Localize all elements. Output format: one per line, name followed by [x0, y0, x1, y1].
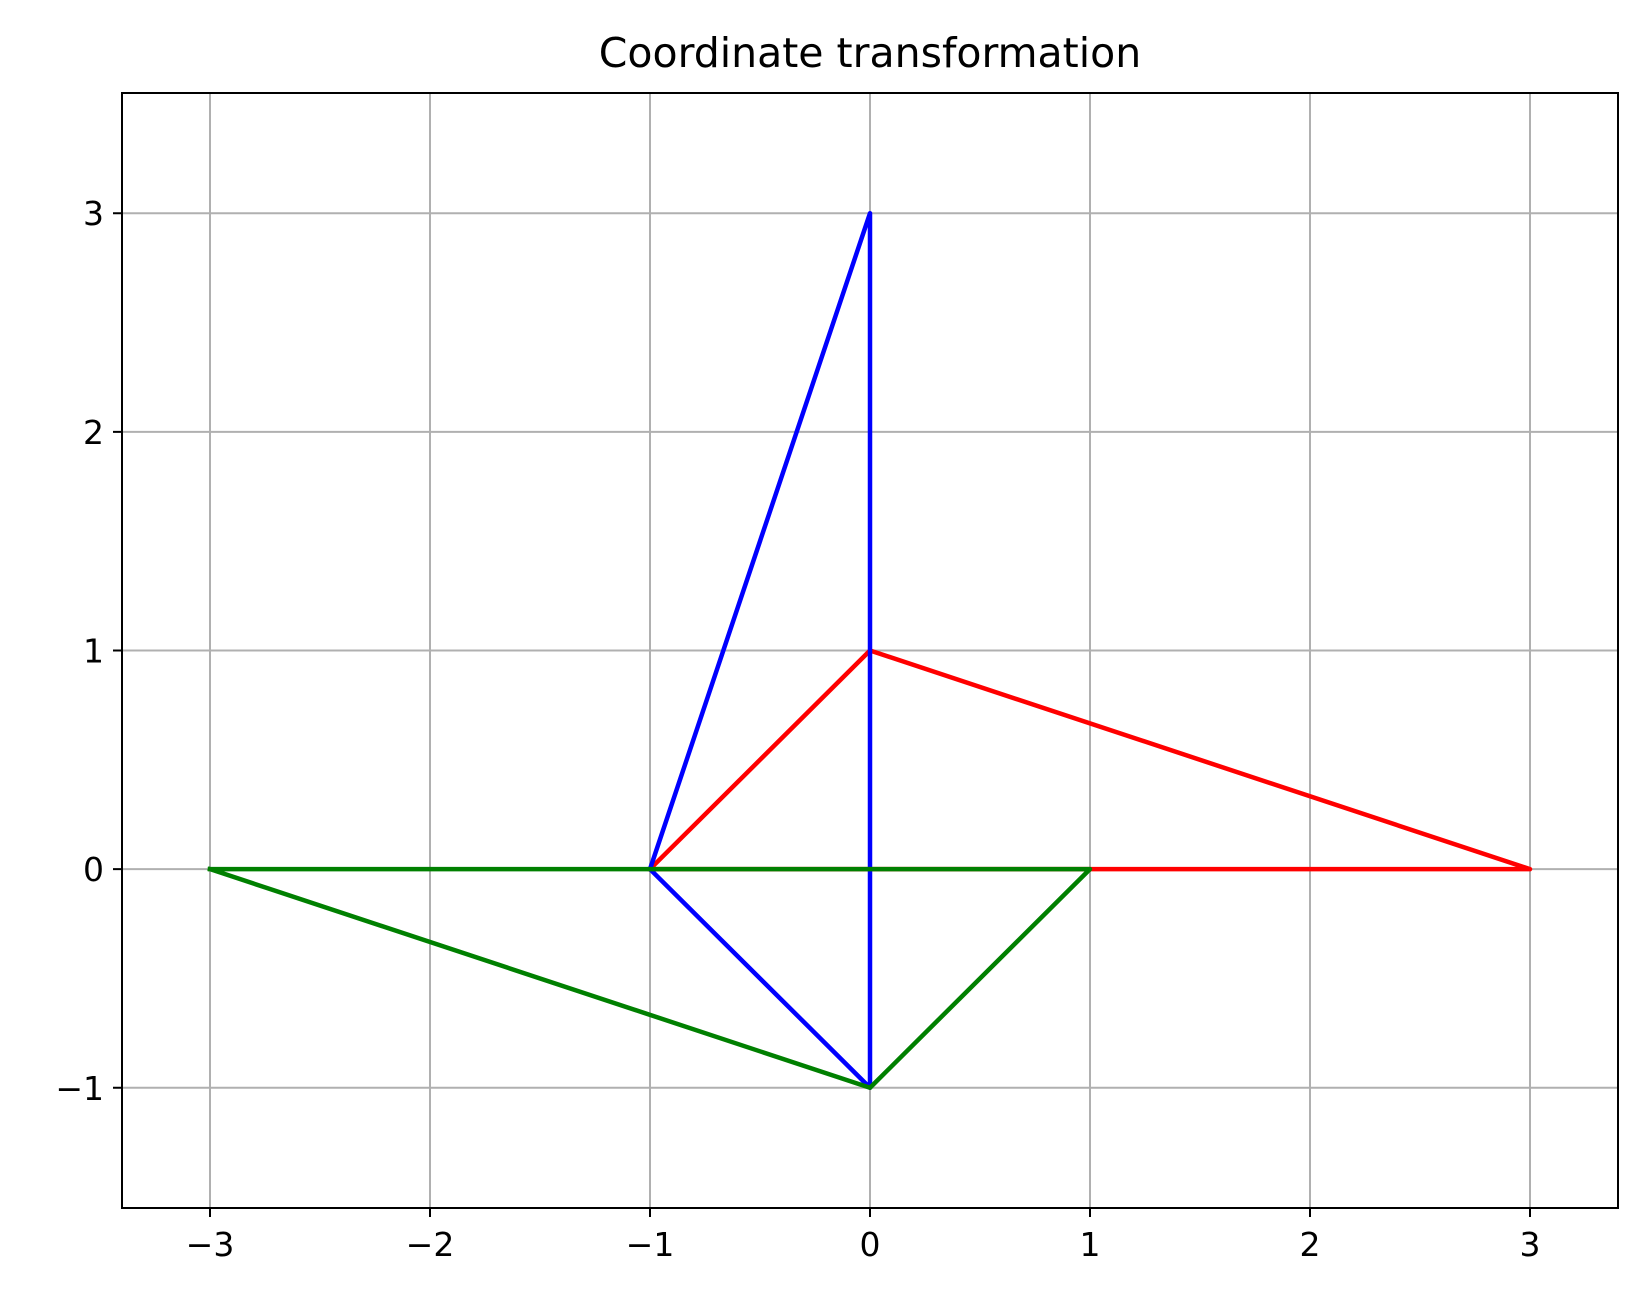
- y-tick-label: −1: [55, 1069, 104, 1108]
- x-tick-label: 1: [1080, 1225, 1101, 1264]
- y-tick-label: 0: [83, 850, 104, 889]
- x-tick-label: −1: [626, 1225, 675, 1264]
- chart-title: Coordinate transformation: [599, 29, 1141, 77]
- y-tick-label: 2: [83, 413, 104, 452]
- y-tick-label: 1: [83, 632, 104, 671]
- series-line-2: [646, 210, 873, 1091]
- y-axis: −1 0 1 2 3: [55, 194, 122, 1108]
- series-line-3: [207, 866, 1093, 1091]
- x-tick-label: 0: [860, 1225, 881, 1264]
- x-tick-label: −2: [406, 1225, 455, 1264]
- x-tick-label: 3: [1520, 1225, 1541, 1264]
- x-tick-label: −3: [186, 1225, 235, 1264]
- y-tick-label: 3: [83, 194, 104, 233]
- x-tick-label: 2: [1300, 1225, 1321, 1264]
- series-lines: [207, 210, 1533, 1091]
- x-axis: −3 −2 −1 0 1 2 3: [186, 1208, 1541, 1264]
